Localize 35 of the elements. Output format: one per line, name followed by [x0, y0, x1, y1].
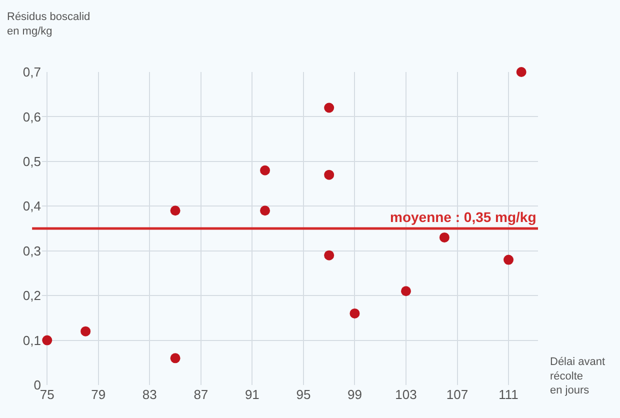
point [516, 67, 526, 77]
y-axis-title: Résidus boscalid en mg/kg [7, 11, 90, 38]
y-tick-label: 0,4 [22, 198, 41, 214]
x-axis-title: Délai avant récolte en jours [550, 356, 606, 397]
x-tick-label: 107 [446, 387, 468, 402]
y-tick-label: 0,2 [22, 288, 41, 304]
point [439, 232, 450, 242]
point [400, 286, 411, 296]
y-tick-label: 0,1 [22, 332, 41, 348]
point [260, 206, 270, 216]
point [42, 335, 52, 346]
x-tick-label: 99 [347, 387, 362, 402]
x-tick-label: 79 [91, 387, 106, 402]
point [504, 254, 514, 265]
y-tick-label: 0,6 [22, 109, 41, 124]
y-tick-label: 0,3 [22, 243, 41, 258]
x-tick-label: 87 [194, 387, 208, 402]
x-tick-label: 111 [498, 387, 518, 402]
ref-line-label: moyenne : 0,35 mg/kg [390, 209, 536, 225]
point [260, 165, 270, 176]
y-tick-label: 0,7 [22, 64, 41, 80]
point [350, 308, 360, 318]
y-tick-label: 0 [34, 378, 41, 393]
x-tick-label: 103 [395, 387, 417, 402]
point [80, 326, 91, 336]
x-tick-label: 91 [244, 387, 260, 402]
point [324, 250, 334, 260]
point [324, 102, 334, 113]
point [170, 206, 180, 216]
point [170, 353, 180, 364]
x-tick-label: 83 [142, 387, 157, 402]
x-tick-label: 75 [40, 387, 54, 402]
x-tick-label: 95 [296, 387, 311, 402]
y-tick-label: 0,5 [22, 154, 41, 169]
point [324, 170, 334, 180]
